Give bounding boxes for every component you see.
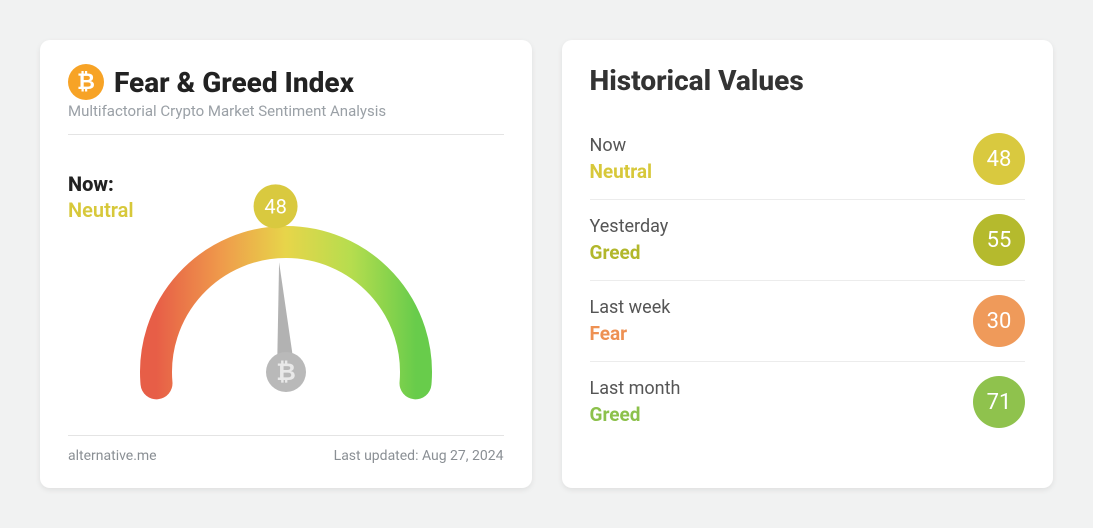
historical-item-left: Last week Fear [590,297,671,345]
historical-sentiment: Neutral [590,160,653,183]
historical-item: Last month Greed 71 [590,362,1026,442]
historical-sentiment: Fear [590,322,671,345]
historical-item: Yesterday Greed 55 [590,200,1026,281]
historical-value-badge: 71 [973,376,1025,428]
card-subtitle: Multifactorial Crypto Market Sentiment A… [68,102,504,120]
historical-title: Historical Values [590,64,1026,97]
historical-card: Historical Values Now Neutral 48 Yesterday G… [562,40,1054,488]
historical-sentiment: Greed [590,403,681,426]
historical-sentiment: Greed [590,241,669,264]
historical-value-badge: 55 [973,214,1025,266]
historical-period: Yesterday [590,216,669,237]
historical-item-left: Yesterday Greed [590,216,669,264]
historical-list: Now Neutral 48 Yesterday Greed 55 Last week Fea… [590,119,1026,442]
last-updated-text: Last updated: Aug 27, 2024 [334,448,504,464]
card-footer: alternative.me Last updated: Aug 27, 202… [68,435,504,464]
gauge: ₿ 48 [68,157,504,427]
gauge-svg: ₿ 48 [106,162,466,422]
historical-item: Last week Fear 30 [590,281,1026,362]
historical-period: Last week [590,297,671,318]
historical-item-left: Last month Greed [590,378,681,426]
historical-value-badge: 48 [973,133,1025,185]
historical-period: Last month [590,378,681,399]
historical-value-badge: 30 [973,295,1025,347]
gauge-hub-glyph: ₿ [276,358,296,386]
historical-item-left: Now Neutral [590,135,653,183]
divider [68,134,504,135]
card-title: Fear & Greed Index [114,66,354,99]
fear-greed-card: ₿ Fear & Greed Index Multifactorial Cryp… [40,40,532,488]
source-text: alternative.me [68,448,157,464]
card-header: ₿ Fear & Greed Index [68,64,504,100]
historical-period: Now [590,135,653,156]
historical-item: Now Neutral 48 [590,119,1026,200]
bitcoin-icon: ₿ [68,64,104,100]
gauge-value-text: 48 [264,194,286,218]
